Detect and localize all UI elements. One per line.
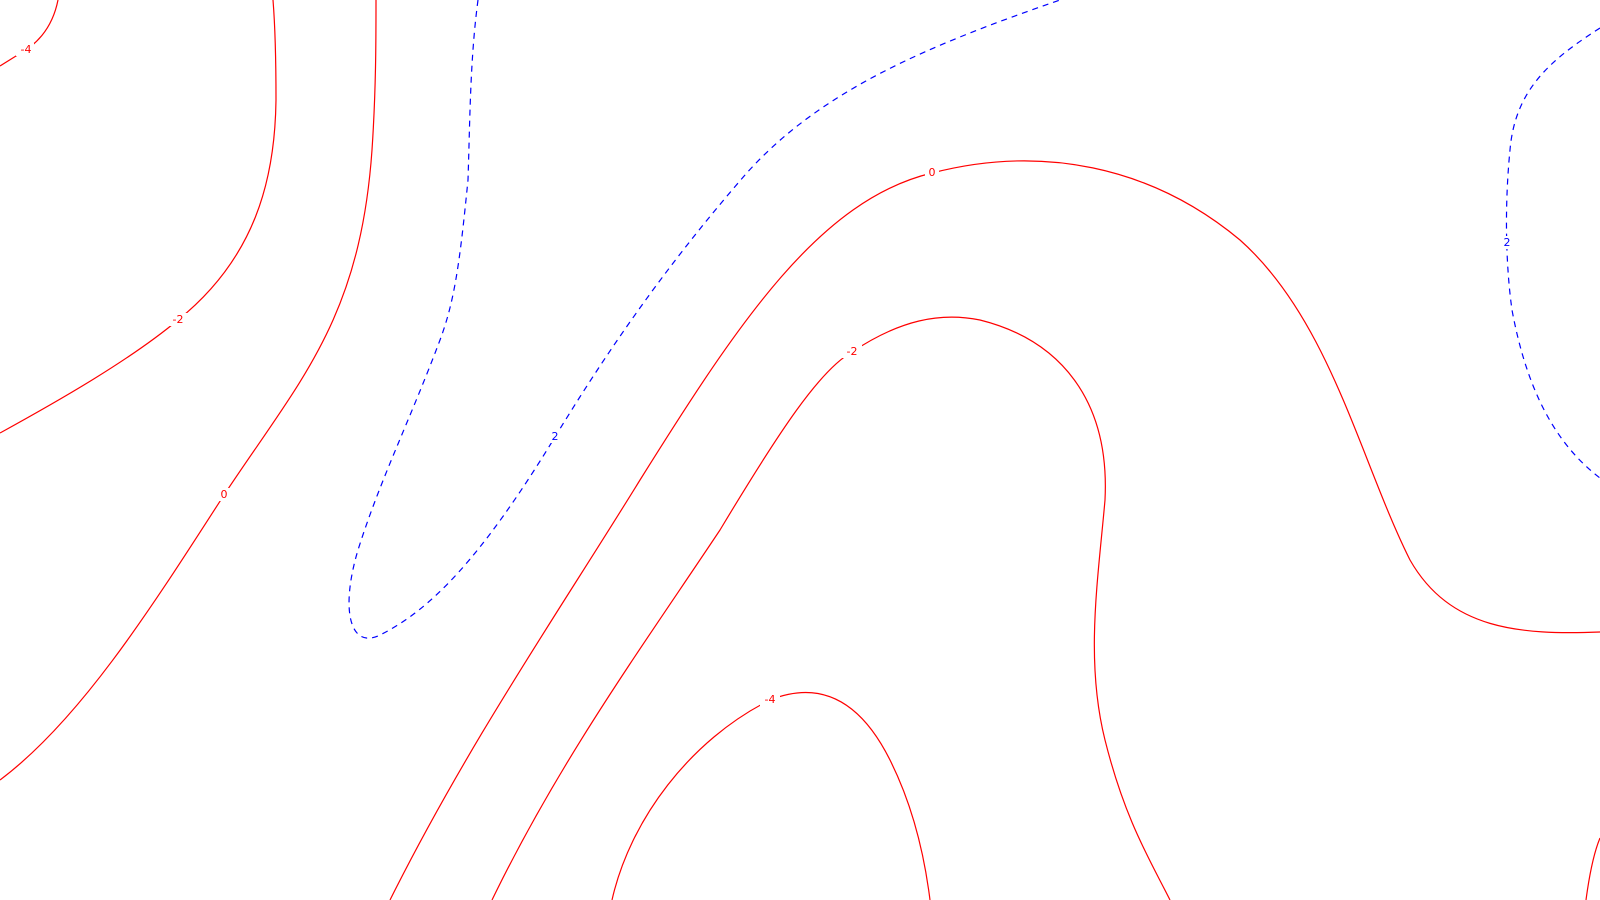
contour-line-pos2-center: [348, 0, 1061, 639]
svg-text:-2: -2: [847, 345, 858, 358]
contour-line-zero-right-tail: [1585, 837, 1600, 900]
svg-text:-4: -4: [21, 43, 32, 56]
contour-line-zero-left: [0, 0, 377, 781]
contour-label-neg4-bottom: -4: [760, 693, 780, 706]
contour-label-neg4-top-left: -4: [16, 43, 34, 56]
svg-text:0: 0: [929, 166, 936, 179]
contour-label-neg2-left: -2: [168, 313, 188, 326]
svg-text:0: 0: [221, 488, 228, 501]
contour-labels: -4 -2 0 2 0 -2: [16, 43, 1514, 706]
contour-label-zero-center: 0: [925, 166, 939, 179]
contour-line-neg4-bottom: [611, 691, 931, 900]
contour-label-pos2-center: 2: [548, 430, 562, 443]
svg-text:2: 2: [1504, 236, 1511, 249]
contour-label-neg2-center: -2: [842, 345, 862, 358]
svg-text:-4: -4: [765, 693, 776, 706]
contour-label-zero-left: 0: [217, 488, 231, 501]
contour-line-neg2-center: [491, 316, 1171, 900]
contour-label-pos2-right: 2: [1500, 236, 1514, 249]
contour-line-neg2-left: [0, 0, 277, 434]
contour-line-pos2-right: [1505, 27, 1600, 479]
svg-text:-2: -2: [173, 313, 184, 326]
contour-line-zero-center: [389, 160, 1600, 900]
contour-line-neg4-top-left: [0, 0, 59, 67]
svg-text:2: 2: [552, 430, 559, 443]
